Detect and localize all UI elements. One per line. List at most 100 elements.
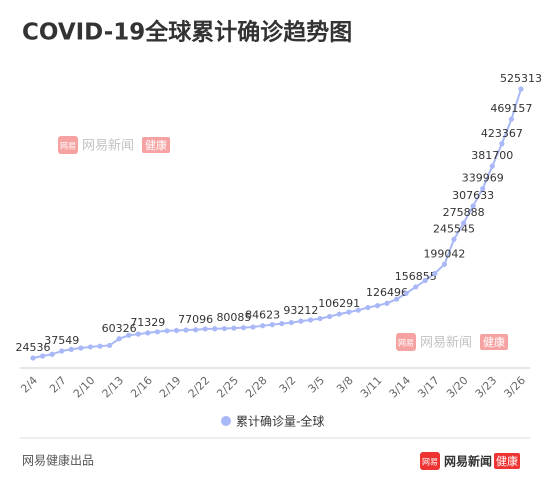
watermark-logo: 网易: [60, 142, 76, 151]
data-point: [154, 329, 160, 335]
data-point: [126, 332, 132, 338]
data-point: [39, 353, 46, 359]
data-point: [193, 327, 199, 333]
data-point: [508, 116, 515, 122]
data-label: 84623: [245, 309, 280, 322]
x-tick-label: 3/11: [358, 374, 385, 401]
x-tick-label: 2/10: [71, 374, 98, 401]
data-point: [78, 345, 84, 351]
data-point: [394, 296, 400, 302]
x-tick-label: 3/26: [501, 374, 528, 401]
data-point: [106, 342, 113, 349]
data-label: 80085: [216, 311, 251, 324]
brand-logo: 网易: [422, 458, 438, 467]
data-point: [355, 307, 361, 313]
watermark: 网易 网易新闻 健康: [58, 136, 170, 154]
watermark-logo-box: [396, 333, 416, 351]
data-label: 93212: [283, 304, 318, 317]
data-point: [164, 328, 170, 334]
data-point: [365, 304, 371, 311]
watermark-name: 网易新闻: [82, 138, 134, 154]
x-tick-label: 2/22: [186, 374, 213, 401]
data-point: [269, 322, 275, 328]
data-point: [422, 277, 428, 283]
data-point: [499, 141, 505, 147]
data-point: [49, 351, 55, 357]
data-label: 106291: [318, 297, 360, 310]
brand-name: 网易新闻: [444, 454, 492, 469]
watermark-tag-box: [480, 334, 508, 350]
data-point: [460, 220, 467, 226]
x-tick-label: 3/17: [415, 374, 442, 401]
data-point: [317, 315, 323, 322]
data-point: [441, 261, 448, 267]
data-point: [451, 236, 457, 242]
data-point: [116, 336, 122, 342]
x-tick-label: 2/16: [128, 374, 155, 401]
watermark-logo-box: [58, 136, 78, 154]
data-point: [59, 348, 65, 354]
watermark-tag: 健康: [483, 335, 505, 349]
data-label: 77096: [178, 313, 213, 326]
x-tick-label: 3/23: [473, 374, 500, 401]
legend-label: 累计确诊量-全球: [236, 414, 324, 429]
data-point: [279, 320, 285, 327]
x-tick-label: 2/19: [157, 374, 184, 401]
watermark-name: 网易新闻: [420, 335, 472, 351]
footer: 网易健康出品: [22, 453, 94, 468]
data-point: [183, 327, 189, 333]
data-point: [518, 86, 524, 92]
data-label: 275888: [443, 206, 485, 219]
x-tick-label: 2/25: [214, 374, 241, 401]
x-tick-label: 3/5: [305, 374, 327, 396]
data-point: [260, 323, 266, 329]
data-point: [413, 284, 419, 290]
data-point: [307, 317, 314, 323]
data-label: 24536: [16, 341, 51, 354]
data-label: 525313: [500, 72, 542, 85]
data-label: 71329: [130, 316, 165, 329]
data-label: 339969: [462, 172, 504, 185]
data-point: [97, 343, 103, 349]
x-tick-label: 3/14: [387, 374, 414, 401]
watermark-tag: 健康: [145, 138, 167, 152]
brand-tag-box: [494, 453, 520, 469]
series-line: [32, 88, 522, 359]
data-point: [221, 325, 227, 332]
data-point: [30, 355, 36, 361]
data-label: 126496: [366, 286, 408, 299]
data-label: 381700: [471, 149, 513, 162]
data-point: [384, 300, 390, 306]
data-point: [403, 290, 409, 296]
data-point: [173, 327, 180, 334]
brand-tag: 健康: [496, 454, 518, 468]
data-point: [432, 270, 438, 277]
data-point: [298, 318, 304, 324]
watermark-logo: 网易: [398, 339, 414, 348]
data-label: 60326: [102, 322, 137, 335]
data-point: [145, 330, 151, 336]
data-point: [240, 325, 247, 331]
x-tick-label: 3/8: [334, 374, 356, 396]
data-point: [250, 324, 256, 330]
data-point: [212, 326, 218, 332]
x-tick-label: 2/13: [100, 374, 127, 401]
data-point: [374, 303, 381, 309]
data-label: 423367: [481, 127, 523, 140]
data-point: [470, 203, 476, 209]
data-point: [202, 326, 208, 332]
data-point: [480, 185, 486, 192]
data-label: 245545: [433, 222, 475, 235]
data-point: [135, 331, 141, 337]
chart-title: COVID-19全球累计确诊趋势图: [22, 19, 352, 46]
data-point: [231, 325, 237, 331]
data-point: [327, 313, 333, 320]
data-label: 156855: [395, 270, 437, 283]
data-point: [68, 346, 74, 352]
x-tick-label: 2/7: [47, 374, 69, 396]
x-tick-label: 2/4: [18, 374, 40, 396]
data-point: [336, 311, 342, 317]
data-point: [346, 309, 352, 315]
watermark-tag-box: [142, 137, 170, 153]
